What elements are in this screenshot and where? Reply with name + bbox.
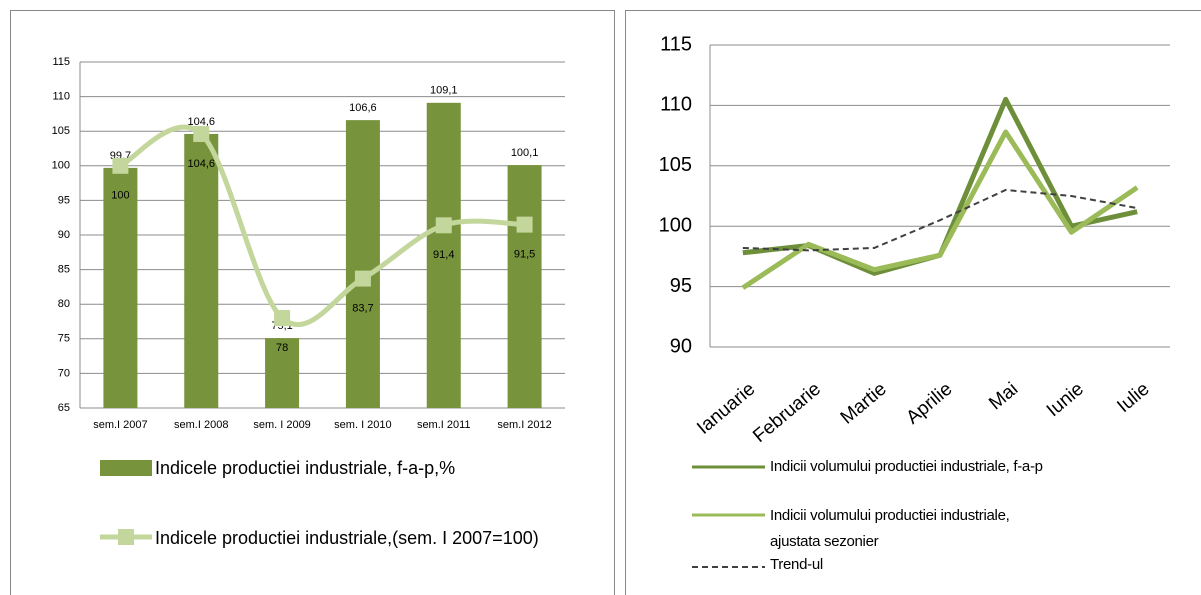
legend-swatch bbox=[100, 460, 152, 476]
y-tick-label: 100 bbox=[659, 214, 692, 236]
x-tick-label: Iunie bbox=[1043, 379, 1088, 422]
marker bbox=[516, 216, 533, 233]
y-tick-label: 110 bbox=[52, 91, 70, 103]
legend-text: Indicii volumului productiei industriale… bbox=[770, 458, 1043, 475]
y-tick-label: 70 bbox=[58, 367, 70, 379]
x-tick-label: Martie bbox=[837, 379, 891, 429]
legend-text: Indicele productiei industriale,(sem. I … bbox=[155, 528, 539, 548]
y-tick-label: 80 bbox=[58, 298, 70, 310]
bar bbox=[184, 133, 219, 408]
marker bbox=[193, 125, 210, 142]
y-tick-label: 100 bbox=[52, 160, 70, 172]
y-tick-label: 95 bbox=[670, 275, 692, 297]
marker bbox=[274, 310, 291, 327]
bar bbox=[426, 102, 461, 408]
legend-text: Indicele productiei industriale, f-a-p,% bbox=[155, 458, 456, 478]
x-tick-label: sem.I 2008 bbox=[174, 419, 228, 431]
bar bbox=[103, 167, 138, 408]
x-tick-label: Aprilie bbox=[902, 379, 956, 429]
value-label: 109,1 bbox=[430, 85, 458, 97]
x-tick-label: sem.I 2012 bbox=[497, 419, 551, 431]
legend-text: Trend-ul bbox=[770, 556, 823, 573]
legend-marker bbox=[118, 529, 134, 545]
bar bbox=[507, 165, 542, 408]
line bbox=[742, 188, 1138, 252]
legend-text: Indicii volumului productiei industriale… bbox=[770, 507, 1010, 550]
value-label: 104,6 bbox=[187, 158, 215, 170]
marker bbox=[435, 217, 452, 234]
value-label: 91,4 bbox=[433, 249, 454, 261]
x-tick-label: sem. I 2009 bbox=[253, 419, 310, 431]
marker bbox=[112, 157, 129, 174]
y-tick-label: 115 bbox=[52, 56, 70, 68]
x-tick-label: Februarie bbox=[749, 379, 825, 447]
value-label: 100,1 bbox=[511, 147, 539, 159]
bar bbox=[345, 120, 380, 409]
bar bbox=[265, 338, 300, 408]
y-tick-label: 105 bbox=[52, 125, 70, 137]
x-tick-label: sem.I 2007 bbox=[93, 419, 147, 431]
y-tick-label: 85 bbox=[58, 264, 70, 276]
panel-left bbox=[10, 10, 615, 595]
x-tick-label: sem. I 2010 bbox=[334, 419, 391, 431]
marker bbox=[354, 270, 371, 287]
y-tick-label: 95 bbox=[58, 194, 70, 206]
y-tick-label: 115 bbox=[660, 33, 692, 55]
x-tick-label: Iulie bbox=[1113, 379, 1153, 417]
x-tick-label: Mai bbox=[985, 379, 1022, 415]
y-tick-label: 65 bbox=[58, 402, 70, 414]
y-tick-label: 110 bbox=[660, 94, 692, 116]
line bbox=[741, 129, 1139, 290]
value-label: 100 bbox=[111, 190, 129, 202]
value-label: 106,6 bbox=[349, 102, 377, 114]
value-label: 83,7 bbox=[352, 303, 373, 315]
line bbox=[119, 124, 525, 328]
y-tick-label: 90 bbox=[58, 229, 70, 241]
value-label: 104,6 bbox=[187, 116, 215, 128]
panel-right bbox=[625, 10, 1201, 595]
y-tick-label: 75 bbox=[58, 333, 70, 345]
value-label: 78 bbox=[276, 342, 288, 354]
value-label: 91,5 bbox=[514, 249, 535, 261]
y-tick-label: 105 bbox=[659, 154, 692, 176]
x-tick-label: sem.I 2011 bbox=[417, 419, 471, 431]
y-tick-label: 90 bbox=[670, 335, 692, 357]
